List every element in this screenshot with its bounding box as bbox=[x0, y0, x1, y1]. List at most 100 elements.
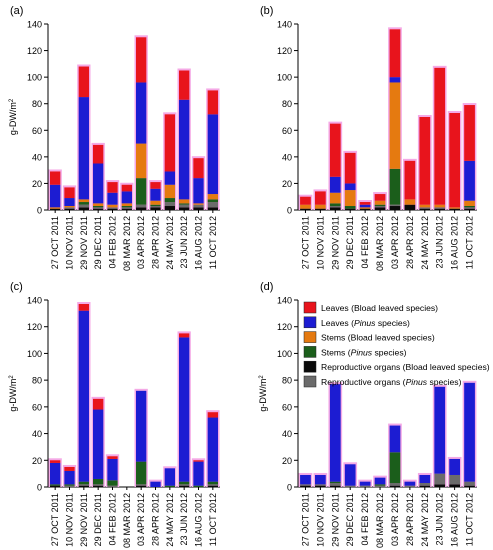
legend-label: Reproductive organs (Bload leaved specie… bbox=[321, 362, 490, 372]
y-tick-label: 80 bbox=[282, 376, 292, 386]
y-tick-label: 0 bbox=[37, 483, 42, 493]
y-tick-label: 0 bbox=[287, 206, 292, 216]
bar-segment-leaves_broad bbox=[404, 160, 416, 200]
bar-segment-stems_broad bbox=[300, 204, 311, 209]
bar-segment-repro_broad bbox=[179, 207, 190, 210]
bar-segment-leaves_pinus bbox=[193, 461, 204, 486]
bar-segment-leaves_pinus bbox=[344, 183, 356, 191]
bar-segment-repro_broad bbox=[344, 208, 356, 210]
bar-segment-repro_pinus bbox=[374, 485, 386, 487]
bar-segment-repro_broad bbox=[434, 208, 446, 210]
bar-segment-leaves_broad bbox=[207, 90, 218, 115]
bar-segment-leaves_pinus bbox=[50, 462, 61, 485]
bar-segment-repro_broad bbox=[389, 485, 401, 487]
x-tick-label: 29 NOV 2011 bbox=[330, 216, 340, 270]
bar-segment-leaves_pinus bbox=[93, 409, 104, 479]
bar-segment-leaves_pinus bbox=[78, 310, 89, 482]
y-tick-label: 40 bbox=[32, 152, 42, 162]
chart-panel-4: (d) 0 20 40 60 80 100 120 140 g-DW/m2 27 OCT 2011 1… bbox=[258, 281, 477, 548]
bar-segment-leaves_broad bbox=[164, 114, 175, 172]
x-tick-label: 10 NOV 2011 bbox=[65, 216, 75, 270]
bar-segment-repro_broad bbox=[359, 208, 371, 210]
bar-segment-stems_broad bbox=[93, 203, 104, 207]
bar-segment-repro_pinus bbox=[107, 207, 118, 209]
y-tick-label: 100 bbox=[277, 73, 292, 83]
bar-segment-stems_pinus bbox=[93, 478, 104, 485]
x-tick-label: 10 NOV 2011 bbox=[315, 493, 325, 547]
bar-segment-leaves_broad bbox=[300, 196, 311, 205]
legend-label: Stems (Bload leaved species) bbox=[321, 333, 435, 343]
y-tick-label: 140 bbox=[277, 296, 292, 306]
bar-segment-repro_pinus bbox=[300, 484, 311, 486]
bar-segment-stems_broad bbox=[344, 190, 356, 207]
bar-segment-leaves_broad bbox=[150, 182, 161, 189]
y-axis-label: g-DW/m2 bbox=[8, 375, 18, 412]
bar-segment-repro_broad bbox=[419, 485, 431, 487]
bar-segment-leaves_broad bbox=[78, 304, 89, 311]
legend-swatch bbox=[303, 346, 317, 358]
bar-segment-leaves_pinus bbox=[50, 184, 61, 208]
y-axis-label: g-DW/m2 bbox=[258, 375, 268, 412]
bar-segment-repro_broad bbox=[404, 204, 416, 210]
bar-segment-repro_broad bbox=[374, 207, 386, 210]
x-tick-label: 24 MAY 2012 bbox=[420, 216, 430, 270]
bar-segment-leaves_pinus bbox=[464, 382, 475, 482]
y-tick-label: 100 bbox=[27, 349, 42, 359]
bar-segment-leaves_broad bbox=[93, 398, 104, 410]
bar-segment-leaves_broad bbox=[374, 194, 386, 201]
x-tick-label: 11 OCT 2012 bbox=[465, 216, 475, 269]
x-tick-label: 08 MAR 2012 bbox=[122, 493, 132, 548]
legend: Leaves (Bload leaved species) Leaves (Pin… bbox=[303, 301, 490, 388]
bar-segment-repro_pinus bbox=[179, 484, 190, 486]
bar-segment-leaves_pinus bbox=[449, 458, 460, 475]
bar-segment-repro_pinus bbox=[374, 206, 386, 208]
bar-segment-repro_broad bbox=[107, 208, 118, 210]
bar-segment-stems_broad bbox=[150, 200, 161, 205]
y-tick-label: 80 bbox=[282, 99, 292, 109]
bar-segment-stems_pinus bbox=[164, 485, 175, 487]
bar-segment-leaves_broad bbox=[193, 460, 204, 462]
bar-segment-stems_broad bbox=[404, 199, 416, 205]
bar-segment-stems_pinus bbox=[329, 203, 341, 207]
bar-segment-repro_pinus bbox=[207, 484, 218, 486]
bar-segment-repro_pinus bbox=[419, 482, 431, 486]
bar-segment-repro_broad bbox=[193, 207, 204, 210]
x-tick-label: 04 FEB 2012 bbox=[360, 493, 370, 546]
x-tick-label: 27 OCT 2011 bbox=[50, 216, 60, 269]
bar-segment-repro_pinus bbox=[150, 206, 161, 208]
y-tick-label: 20 bbox=[32, 179, 42, 189]
bar-segment-leaves_pinus bbox=[64, 198, 75, 207]
bar-segment-leaves_pinus bbox=[164, 171, 175, 185]
bar-segment-repro_broad bbox=[464, 485, 475, 487]
x-tick-label: 08 MAR 2012 bbox=[375, 493, 385, 548]
bar-segment-repro_pinus bbox=[419, 207, 431, 209]
bar-segment-repro_pinus bbox=[78, 204, 89, 208]
bar-segment-leaves_pinus bbox=[193, 178, 204, 204]
bar-segment-stems_broad bbox=[329, 192, 341, 204]
bar-segment-repro_pinus bbox=[315, 484, 326, 486]
bar-segment-stems_broad bbox=[179, 199, 190, 204]
bar-segment-stems_pinus bbox=[179, 481, 190, 485]
bar-segment-repro_broad bbox=[164, 206, 175, 210]
bar-segment-repro_broad bbox=[121, 208, 132, 210]
bar-segment-leaves_pinus bbox=[344, 464, 356, 486]
bar-segment-repro_pinus bbox=[449, 474, 460, 485]
bar-segment-stems_pinus bbox=[464, 206, 475, 208]
panel-label: (b) bbox=[260, 5, 273, 17]
x-tick-label: 28 APR 2012 bbox=[151, 493, 161, 546]
chart-panel-2: (b) 0 20 40 60 80 100 120 140 27 OCT 2011 10 NOV 2… bbox=[260, 5, 477, 271]
bar-segment-repro_pinus bbox=[434, 207, 446, 209]
bar-segment-stems_broad bbox=[50, 207, 61, 209]
bar-segment-repro_broad bbox=[300, 485, 311, 487]
x-tick-label: 27 OCT 2011 bbox=[300, 216, 310, 269]
x-tick-label: 24 MAY 2012 bbox=[165, 493, 175, 547]
x-tick-label: 08 MAR 2012 bbox=[122, 216, 132, 271]
bar-segment-leaves_pinus bbox=[136, 390, 147, 462]
bar-segment-leaves_pinus bbox=[434, 386, 446, 474]
bar-segment-stems_pinus bbox=[389, 168, 401, 205]
bar-segment-stems_broad bbox=[359, 207, 371, 209]
x-tick-label: 28 APR 2012 bbox=[405, 493, 415, 546]
y-tick-label: 80 bbox=[32, 376, 42, 386]
bar-segment-stems_broad bbox=[136, 143, 147, 179]
